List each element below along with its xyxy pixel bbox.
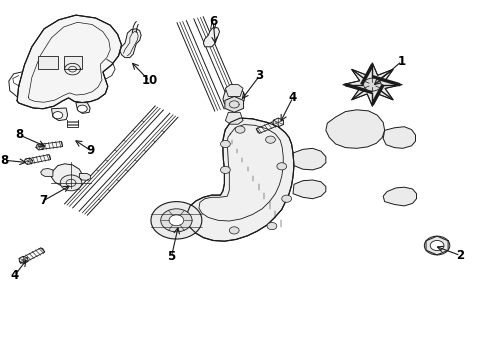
Polygon shape (151, 202, 202, 239)
Text: 4: 4 (11, 269, 19, 282)
Circle shape (267, 222, 277, 230)
Polygon shape (51, 108, 68, 121)
Polygon shape (203, 27, 220, 47)
Circle shape (424, 236, 450, 255)
Polygon shape (41, 168, 53, 176)
Polygon shape (225, 96, 244, 112)
Polygon shape (223, 86, 245, 106)
Polygon shape (293, 180, 326, 199)
Text: 9: 9 (87, 144, 95, 157)
Circle shape (220, 166, 230, 174)
Text: 5: 5 (168, 250, 175, 263)
Polygon shape (120, 29, 141, 58)
Circle shape (430, 240, 444, 251)
Circle shape (53, 112, 63, 119)
Text: 4: 4 (289, 91, 297, 104)
Polygon shape (19, 256, 28, 264)
Circle shape (282, 195, 292, 202)
Text: 3: 3 (256, 69, 264, 82)
Circle shape (364, 78, 381, 91)
Circle shape (229, 227, 239, 234)
Text: 1: 1 (398, 55, 406, 68)
Polygon shape (76, 103, 90, 113)
Polygon shape (27, 155, 50, 164)
Circle shape (169, 215, 184, 226)
Polygon shape (293, 148, 326, 170)
Text: 10: 10 (141, 75, 158, 87)
Polygon shape (64, 56, 82, 69)
Polygon shape (40, 141, 63, 149)
Polygon shape (187, 118, 294, 241)
Text: 8: 8 (16, 129, 24, 141)
Polygon shape (79, 174, 91, 180)
Polygon shape (24, 158, 33, 165)
Polygon shape (326, 110, 385, 148)
Polygon shape (225, 112, 243, 124)
Polygon shape (343, 63, 402, 106)
Polygon shape (256, 120, 280, 133)
Text: 8: 8 (0, 154, 8, 167)
Circle shape (60, 175, 82, 191)
Polygon shape (38, 56, 58, 69)
Polygon shape (225, 85, 243, 96)
Circle shape (161, 209, 192, 232)
Polygon shape (51, 164, 82, 186)
Circle shape (220, 140, 230, 148)
Polygon shape (273, 118, 283, 127)
Polygon shape (383, 187, 416, 206)
Polygon shape (36, 144, 45, 150)
Polygon shape (22, 248, 45, 262)
Polygon shape (383, 127, 416, 148)
Text: 7: 7 (39, 194, 47, 207)
Text: 6: 6 (209, 15, 217, 28)
Circle shape (235, 126, 245, 133)
Circle shape (277, 163, 287, 170)
Text: 2: 2 (457, 249, 465, 262)
Polygon shape (17, 15, 122, 109)
Circle shape (266, 136, 275, 143)
Circle shape (77, 105, 87, 112)
